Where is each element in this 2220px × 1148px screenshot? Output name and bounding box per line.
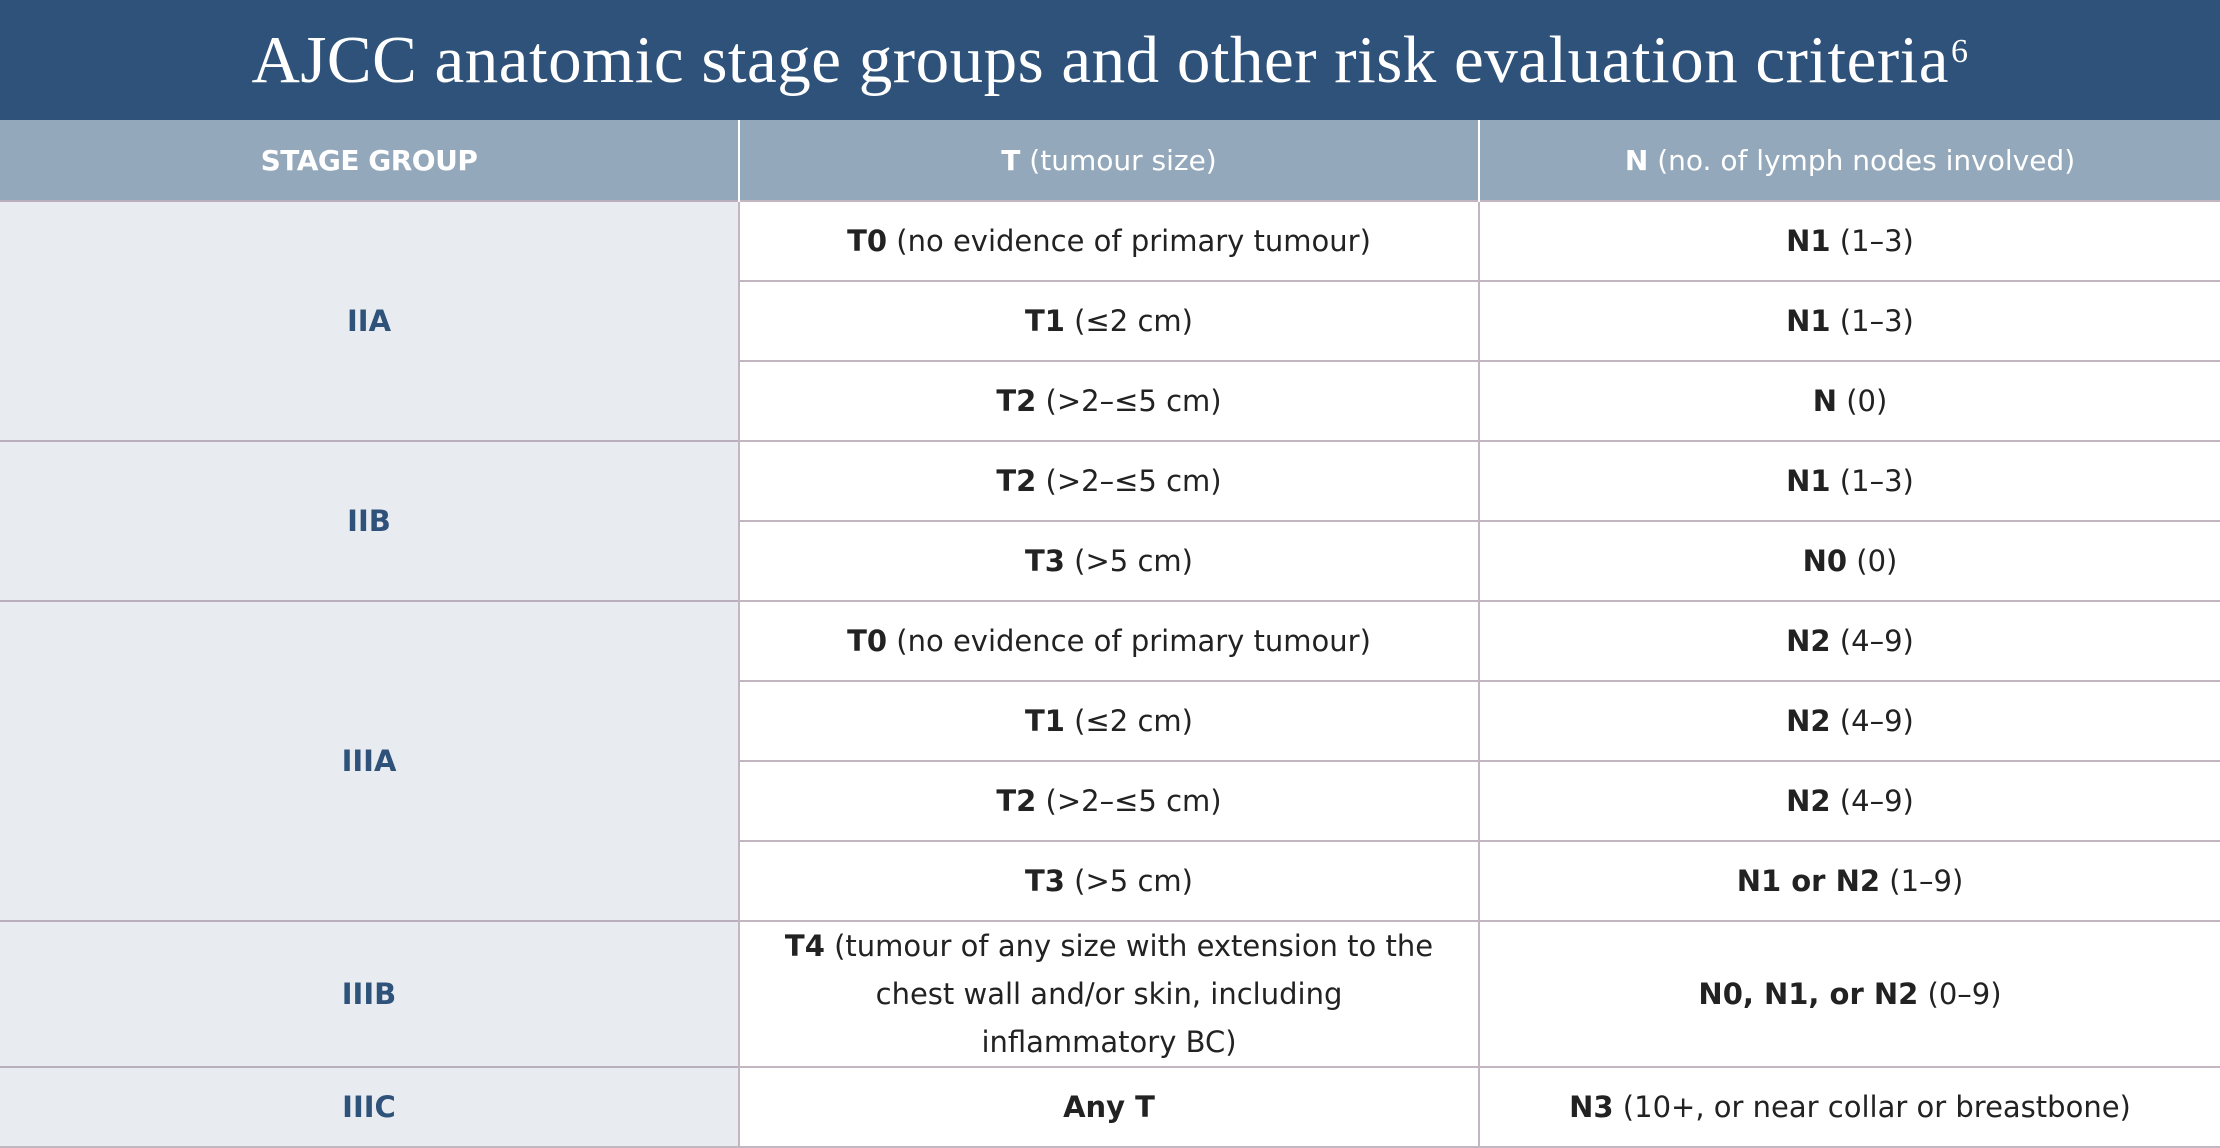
header-t: T (tumour size) [738,120,1479,201]
table-row: IIIC Any T N3 (10+, or near collar or br… [0,1066,2220,1148]
n-cell: N1 (1–3) [1478,440,2220,521]
t-cell: T4 (tumour of any size with extension to… [738,920,1479,1067]
table-row: T3 (>5 cm) N0 (0) [0,520,2220,601]
table-row: IIA T0 (no evidence of primary tumour) N… [0,200,2220,441]
t-cell: T0 (no evidence of primary tumour) [738,200,1479,281]
stage-cell: IIB [0,440,739,601]
title-text: AJCC anatomic stage groups and other ris… [251,22,1950,97]
n-cell: N0 (0) [1478,520,2220,601]
t-cell: T1 (≤2 cm) [738,680,1479,761]
table-row: IIIB T4 (tumour of any size with extensi… [0,920,2220,1067]
t-cell: T0 (no evidence of primary tumour) [738,600,1479,681]
table-row: T3 (>5 cm) N1 or N2 (1–9) [0,840,2220,921]
n-cell: N2 (4–9) [1478,760,2220,841]
n-cell: N1 or N2 (1–9) [1478,840,2220,921]
table-row: T1 (≤2 cm) N1 (1–3) [0,280,2220,361]
page-title: AJCC anatomic stage groups and other ris… [0,0,2220,120]
table-header-row: STAGE GROUP T (tumour size) N (no. of ly… [0,120,2220,201]
header-stage-group: STAGE GROUP [0,120,739,201]
n-cell: N1 (1–3) [1478,200,2220,281]
n-cell: N0, N1, or N2 (0–9) [1478,920,2220,1067]
t-cell: T1 (≤2 cm) [738,280,1479,361]
n-cell: N2 (4–9) [1478,600,2220,681]
t-cell: T2 (>2–≤5 cm) [738,760,1479,841]
table-row: T2 (>2–≤5 cm) N (0) [0,360,2220,441]
table-row: IIIA T0 (no evidence of primary tumour) … [0,600,2220,921]
stage-cell: IIIB [0,920,739,1067]
stage-cell: IIIC [0,1066,739,1148]
t-cell: T3 (>5 cm) [738,520,1479,601]
t-cell: T3 (>5 cm) [738,840,1479,921]
header-n: N (no. of lymph nodes involved) [1478,120,2220,201]
n-cell: N2 (4–9) [1478,680,2220,761]
stage-cell: IIIA [0,600,739,921]
n-cell: N1 (1–3) [1478,280,2220,361]
t-cell: Any T [738,1066,1479,1148]
n-cell: N (0) [1478,360,2220,441]
title-footnote: 6 [1951,33,1969,70]
table-row: T2 (>2–≤5 cm) N2 (4–9) [0,760,2220,841]
n-cell: N3 (10+, or near collar or breastbone) [1478,1066,2220,1148]
staging-table: STAGE GROUP T (tumour size) N (no. of ly… [0,120,2220,1148]
stage-cell: IIA [0,200,739,441]
table-row: T1 (≤2 cm) N2 (4–9) [0,680,2220,761]
t-cell: T2 (>2–≤5 cm) [738,440,1479,521]
table-row: IIB T2 (>2–≤5 cm) N1 (1–3) [0,440,2220,601]
t-cell: T2 (>2–≤5 cm) [738,360,1479,441]
